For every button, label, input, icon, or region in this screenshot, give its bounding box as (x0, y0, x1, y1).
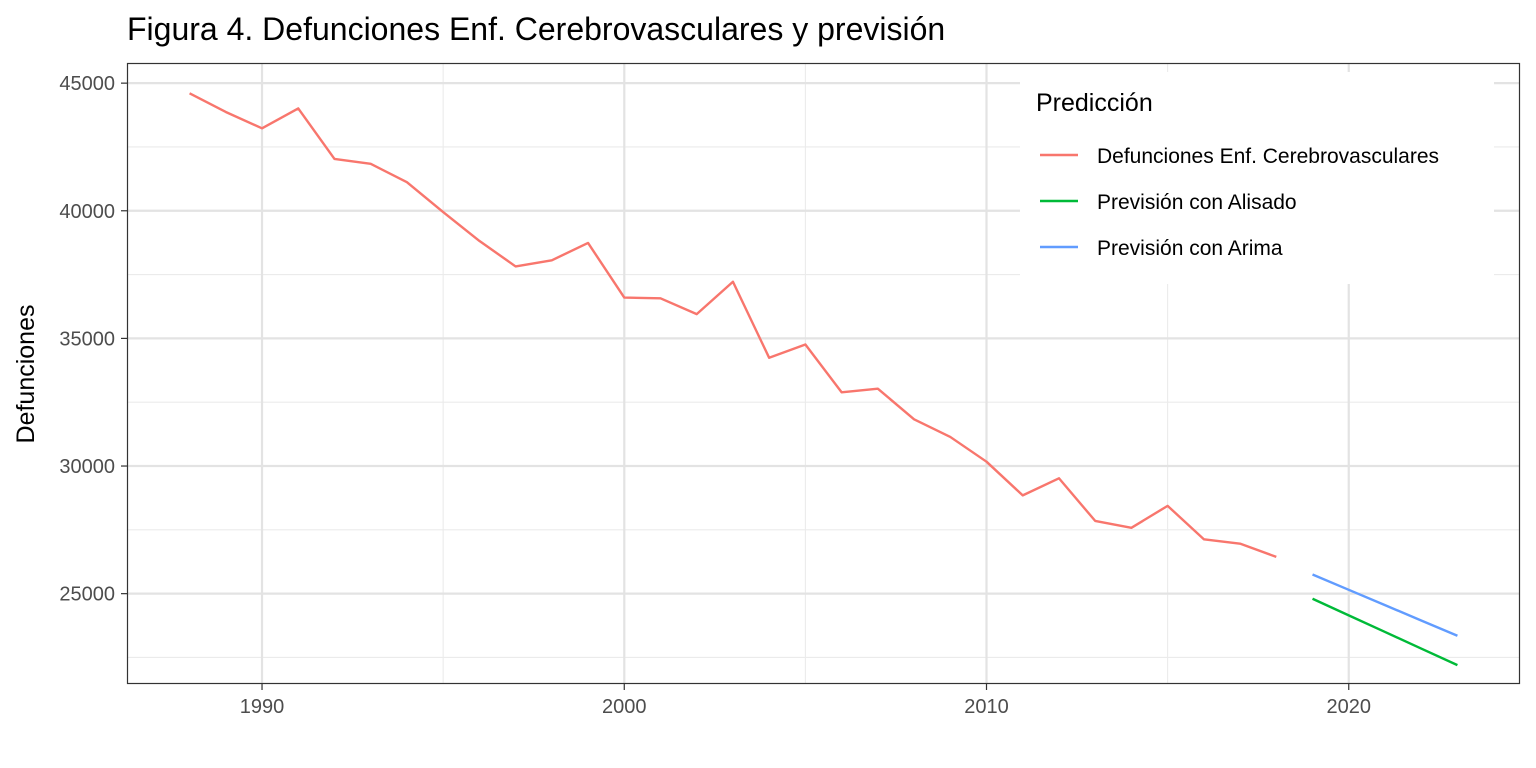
x-tick-label: 2020 (1326, 696, 1371, 718)
y-tick-label: 45000 (59, 73, 115, 95)
series-line (189, 92, 1277, 559)
legend-label: Previsión con Arima (1097, 237, 1283, 260)
legend: Predicción Defunciones Enf. Cerebrovascu… (1020, 72, 1494, 284)
y-axis-label: Defunciones (12, 305, 40, 444)
series-line (1312, 597, 1458, 667)
series-lines (189, 92, 1458, 667)
legend-label: Defunciones Enf. Cerebrovasculares (1097, 145, 1439, 168)
legend-label: Previsión con Alisado (1097, 191, 1297, 214)
x-axis: 1990 2000 2010 2020 (240, 683, 1371, 718)
y-axis: 25000 30000 35000 40000 45000 (59, 73, 128, 606)
legend-title: Predicción (1036, 89, 1153, 117)
y-tick-label: 30000 (59, 456, 115, 478)
legend-items: Defunciones Enf. Cerebrovasculares Previs… (1040, 145, 1439, 260)
series-line (1312, 573, 1458, 637)
chart-title: Figura 4. Defunciones Enf. Cerebrovascul… (127, 11, 945, 47)
x-tick-label: 1990 (240, 696, 285, 718)
y-tick-label: 25000 (59, 584, 115, 606)
y-tick-label: 35000 (59, 328, 115, 350)
x-tick-label: 2010 (964, 696, 1009, 718)
legend-background (1020, 72, 1494, 284)
plot-panel-border (126, 62, 1521, 685)
x-tick-label: 2000 (602, 696, 647, 718)
y-tick-label: 40000 (59, 201, 115, 223)
